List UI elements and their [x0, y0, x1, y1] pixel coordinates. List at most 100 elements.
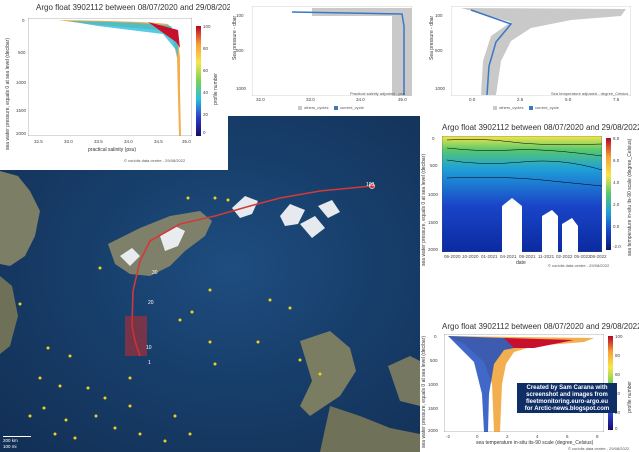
- colorbar-label: profile number: [213, 73, 219, 105]
- scale-bar: [3, 436, 31, 437]
- salinity-colorbar: [196, 26, 201, 136]
- land-east-1: [300, 331, 356, 416]
- salinity-plot: [28, 18, 192, 136]
- x-tick: 0.0: [469, 97, 476, 102]
- x-tick: 10-2020: [462, 254, 479, 259]
- cb-tick: 0: [615, 426, 618, 431]
- mini-temp-plot: [451, 6, 631, 96]
- y-tick: 2000: [428, 247, 439, 252]
- cb-tick: 100: [615, 334, 623, 339]
- ice-island-2: [280, 204, 305, 226]
- other-floats: [18, 196, 322, 443]
- credit-line-1: Created by Sam Carana with: [526, 385, 608, 391]
- cb-tick: 20: [615, 410, 621, 415]
- cb-tick: -2.0: [613, 244, 621, 249]
- salinity-xlabel: practical salinity (psu): [88, 147, 137, 153]
- x-tick: 01-2021: [481, 254, 498, 259]
- x-tick: 8: [596, 434, 599, 439]
- x-tick: 34.0: [356, 97, 365, 102]
- y-tick: 500: [430, 163, 438, 168]
- section-colorbar-label: sea temperature in-situ its-90 scale (de…: [627, 138, 633, 256]
- x-tick: 7.5: [613, 97, 620, 102]
- cb-tick: 100: [203, 24, 211, 29]
- mini-salinity-panel: Sea pressure - dbar 100 500 1000 32.0 33…: [230, 0, 420, 116]
- float-map[interactable]: 200 km 100 mi: [0, 116, 420, 452]
- y-tick: 1000: [428, 382, 439, 387]
- credit-line-2: screenshot and images from: [526, 392, 608, 398]
- x-tick: 33.0: [64, 139, 73, 144]
- float-cluster: [125, 316, 147, 356]
- y-tick: 500: [435, 48, 443, 53]
- salinity-panel-title: Argo float 3902112 between 08/07/2020 an…: [36, 3, 236, 12]
- track-label-10: 10: [146, 345, 152, 351]
- cb-tick: 0: [203, 130, 206, 135]
- section-panel-title: Argo float 3902112 between 08/07/2020 an…: [442, 123, 639, 132]
- x-tick: 33.0: [306, 97, 315, 102]
- x-tick: 08-2021: [519, 254, 536, 259]
- legend-others-swatch: [493, 106, 497, 110]
- x-tick: 6: [566, 434, 569, 439]
- cb-tick: 20: [203, 112, 209, 117]
- ice-cap-2: [120, 248, 140, 266]
- x-tick: 4: [536, 434, 539, 439]
- legend-others[interactable]: others_cycles: [304, 105, 329, 110]
- cb-tick: 40: [203, 90, 209, 95]
- y-tick: 1000: [435, 86, 446, 91]
- y-tick: 1500: [428, 220, 439, 225]
- temp-profile-ylabel: sea water pressure, equals 0 at sea leve…: [421, 335, 427, 448]
- x-tick: -2: [446, 434, 451, 439]
- float-current-position[interactable]: [369, 183, 375, 189]
- legend-others-swatch: [298, 106, 302, 110]
- salinity-copyright: © coriolis data centre - 29/08/2022: [124, 158, 186, 163]
- x-tick: 34.5: [154, 139, 163, 144]
- mini-salinity-xlabel: Practical salinity adjusted - psu: [350, 91, 405, 96]
- x-tick: 02-2022: [556, 254, 573, 259]
- x-tick: 34.0: [124, 139, 133, 144]
- mini-temp-ylabel: Sea pressure - dbar: [429, 15, 435, 60]
- land-south-east: [320, 406, 420, 452]
- x-tick: 08-2022: [590, 254, 607, 259]
- cb-tick: 80: [203, 46, 209, 51]
- cb-tick: 60: [203, 68, 209, 73]
- land-west-1: [0, 171, 40, 266]
- cb-tick: 6.0: [613, 158, 620, 163]
- temp-profile-colorbar-label: profile number: [627, 381, 633, 413]
- temp-profile-xlabel: sea temperature in-situ its-90 scale (de…: [476, 440, 594, 446]
- section-xlabel: date: [516, 260, 526, 266]
- temperature-section-panel: Argo float 3902112 between 08/07/2020 an…: [420, 116, 639, 271]
- cb-tick: 4.0: [613, 180, 620, 185]
- cb-tick: 2.0: [613, 202, 620, 207]
- ice-island-4: [318, 200, 340, 218]
- y-tick: 1500: [16, 108, 27, 113]
- mini-temp-panel: Sea pressure - dbar 100 500 1000 0.0 2.5…: [425, 0, 639, 116]
- y-tick: 100: [435, 13, 443, 18]
- y-tick: 1000: [236, 86, 247, 91]
- legend-current[interactable]: current_cycle: [535, 105, 559, 110]
- mini-salinity-plot: [252, 6, 412, 96]
- x-tick: 35.0: [182, 139, 191, 144]
- cb-tick: 0.0: [613, 224, 620, 229]
- y-tick: 1000: [16, 80, 27, 85]
- ice-island-3: [300, 216, 325, 238]
- section-copyright: © coriolis data centre - 29/08/2022: [548, 263, 610, 268]
- y-tick: 100: [236, 13, 244, 18]
- x-tick: 5.0: [565, 97, 572, 102]
- legend-current-swatch: [334, 106, 338, 110]
- y-tick: 2000: [428, 428, 439, 433]
- y-tick: 1500: [428, 406, 439, 411]
- credit-line-4: for Arctic-news.blogspot.com: [524, 406, 610, 412]
- x-tick: 33.5: [94, 139, 103, 144]
- legend-current-swatch: [529, 106, 533, 110]
- x-tick: 06-2020: [444, 254, 461, 259]
- x-tick: 35.0: [398, 97, 407, 102]
- land-east-2: [388, 356, 420, 406]
- y-tick: 2000: [16, 131, 27, 136]
- scale-bar-label-2: 100 mi: [3, 444, 17, 449]
- scale-bar-label: 200 km: [3, 438, 18, 443]
- y-tick: 1000: [428, 192, 439, 197]
- section-plot: [442, 136, 602, 252]
- legend-current[interactable]: current_cycle: [340, 105, 364, 110]
- legend-others[interactable]: others_cycles: [499, 105, 524, 110]
- x-tick: 32.5: [34, 139, 43, 144]
- y-tick: 500: [18, 50, 26, 55]
